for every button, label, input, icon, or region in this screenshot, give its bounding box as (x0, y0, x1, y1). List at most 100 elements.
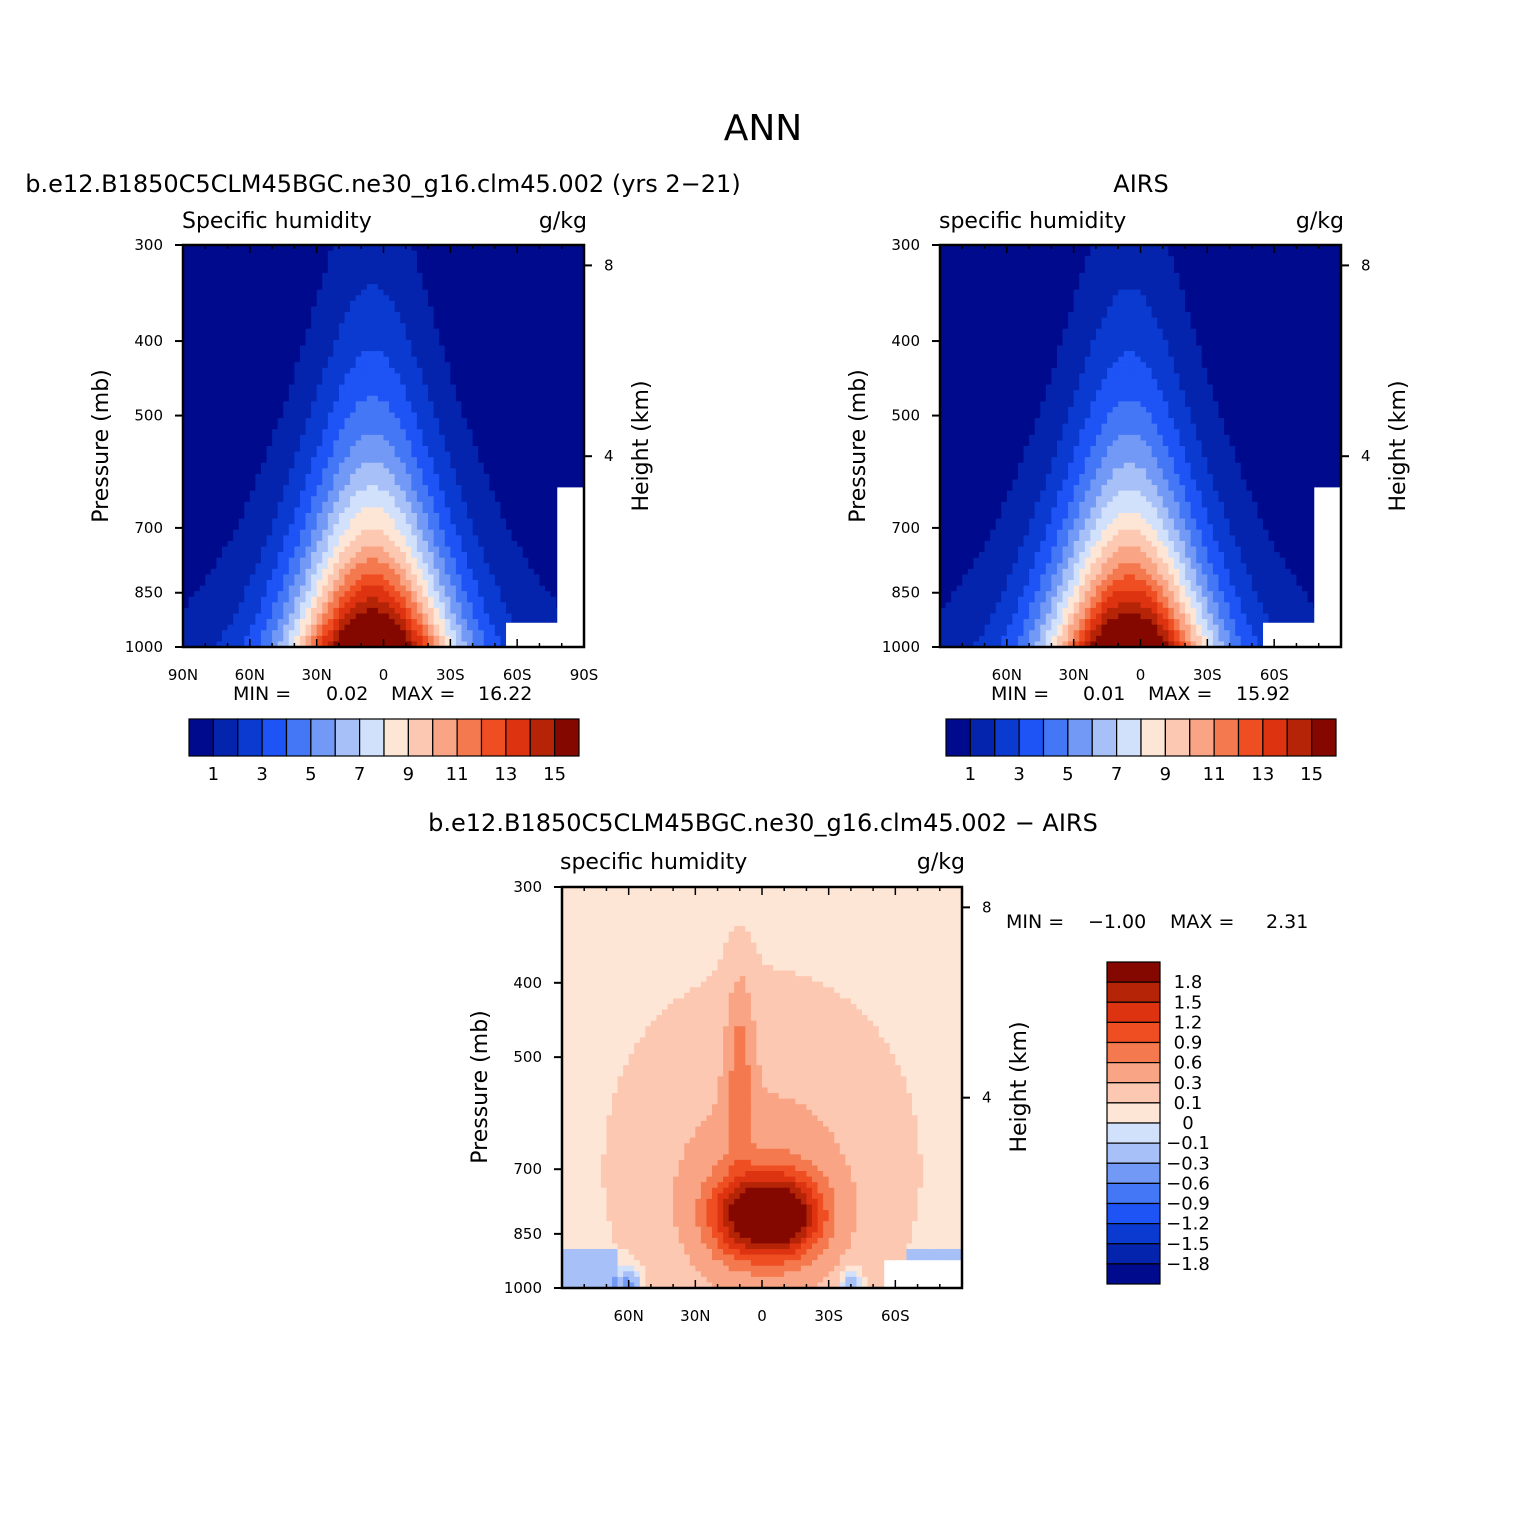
field-cell (506, 535, 513, 542)
field-cell (372, 529, 379, 536)
field-cell (372, 524, 379, 531)
field-cell (316, 479, 323, 486)
field-cell (233, 446, 240, 453)
field-cell (416, 524, 424, 531)
field-cell (383, 546, 390, 553)
field-cell (556, 379, 563, 386)
field-cell (500, 485, 507, 492)
field-cell (472, 624, 479, 631)
field-cell (444, 284, 451, 291)
field-cell (277, 630, 284, 637)
field-cell (416, 462, 424, 469)
field-cell (272, 250, 279, 257)
field-cell (511, 613, 518, 620)
field-cell (327, 390, 334, 397)
field-cell (416, 334, 424, 341)
field-cell (467, 334, 474, 341)
field-cell (288, 479, 295, 486)
field-cell (572, 295, 580, 302)
field-cell (377, 328, 385, 335)
field-cell (283, 473, 290, 481)
field-cell (478, 518, 485, 525)
field-cell (383, 490, 390, 497)
field-cell (389, 585, 396, 592)
field-cell (344, 367, 351, 375)
field-cell (394, 373, 401, 380)
field-cell (355, 529, 362, 536)
field-cell (199, 524, 206, 531)
field-cell (500, 390, 507, 397)
field-cell (266, 250, 273, 257)
field-cell (506, 339, 513, 347)
field-cell (305, 250, 312, 257)
field-cell (299, 367, 307, 375)
field-cell (299, 591, 307, 598)
field-cell (422, 546, 429, 553)
field-cell (450, 568, 457, 576)
field-cell (389, 395, 396, 402)
field-cell (478, 328, 485, 335)
field-cell (244, 524, 251, 531)
field-cell (483, 457, 490, 464)
field-cell (183, 563, 190, 570)
field-cell (517, 434, 524, 442)
field-cell (550, 278, 557, 285)
field-cell (428, 619, 435, 626)
field-cell (361, 418, 368, 425)
field-cell (416, 451, 424, 458)
field-cell (494, 485, 502, 492)
field-cell (550, 529, 557, 536)
field-cell (533, 412, 541, 419)
field-cell (411, 624, 418, 631)
field-cell (272, 557, 279, 564)
field-cell (511, 619, 518, 626)
field-cell (411, 284, 418, 291)
field-cell (500, 306, 507, 313)
field-cell (545, 250, 552, 257)
field-cell (188, 267, 195, 274)
field-cell (366, 518, 373, 525)
field-cell (288, 323, 295, 330)
figure-title: ANN (724, 108, 803, 149)
field-cell (439, 323, 446, 330)
field-cell (494, 451, 502, 458)
field-cell (561, 278, 568, 285)
field-cell (244, 468, 251, 475)
field-cell (539, 607, 546, 615)
field-cell (455, 440, 463, 447)
field-cell (283, 457, 290, 464)
field-cell (355, 384, 362, 391)
field-cell (377, 406, 385, 414)
field-cell (216, 446, 223, 453)
field-cell (383, 267, 390, 274)
field-cell (338, 574, 346, 581)
field-cell (556, 261, 563, 268)
field-cell (210, 245, 218, 252)
field-cell (255, 278, 262, 285)
field-cell (272, 451, 279, 458)
field-cell (444, 434, 451, 442)
field-cell (517, 473, 524, 481)
field-cell (450, 546, 457, 553)
field-cell (506, 373, 513, 380)
field-cell (205, 401, 212, 408)
field-cell (260, 328, 268, 335)
field-cell (294, 574, 301, 581)
field-cell (556, 300, 563, 308)
field-cell (260, 518, 268, 525)
field-cell (377, 317, 385, 324)
field-cell (266, 412, 273, 419)
field-cell (444, 289, 451, 296)
field-cell (511, 591, 518, 598)
field-cell (528, 272, 535, 280)
field-cell (277, 529, 284, 536)
field-cell (578, 367, 585, 375)
field-cell (550, 284, 557, 291)
field-cell (205, 284, 212, 291)
field-cell (411, 479, 418, 486)
field-cell (517, 261, 524, 268)
field-cell (411, 451, 418, 458)
field-cell (405, 339, 412, 347)
field-cell (244, 272, 251, 280)
field-cell (411, 317, 418, 324)
